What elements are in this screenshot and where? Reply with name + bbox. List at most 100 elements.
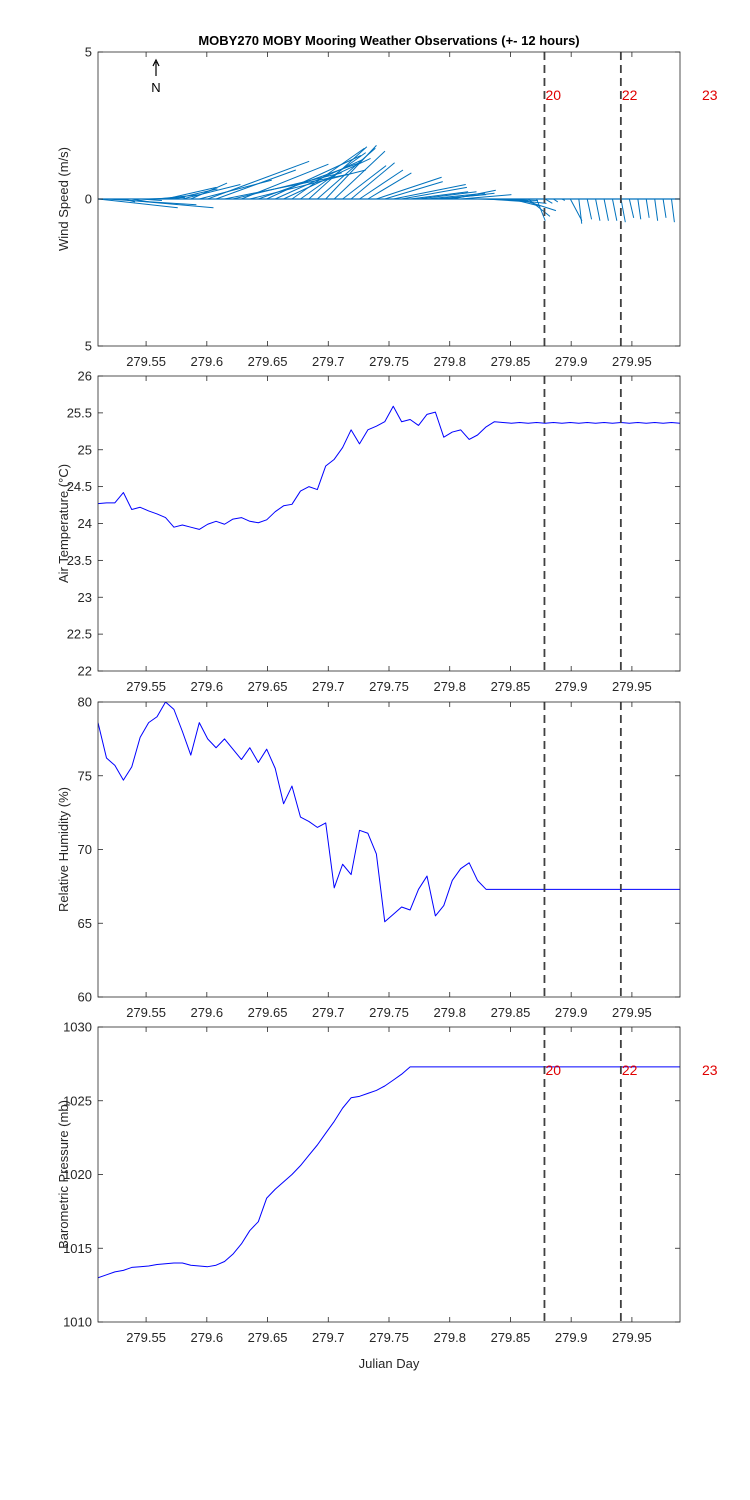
x-tick-label: 279.55 [126, 679, 166, 694]
x-tick-label: 279.9 [555, 354, 588, 369]
wind-vector [156, 194, 201, 200]
x-tick-label: 279.85 [491, 354, 531, 369]
x-tick-label: 279.55 [126, 1005, 166, 1020]
series-line [98, 1066, 680, 1279]
wind-vector [418, 191, 477, 200]
x-tick-label: 279.65 [248, 1330, 288, 1345]
wind-vector [114, 198, 214, 209]
wind-vector [502, 198, 547, 204]
plot-content [98, 1066, 680, 1279]
wind-vector [536, 198, 546, 221]
y-axis-label: Barometric Pressure (mb) [56, 1100, 71, 1249]
day-marker-label: 23 [702, 87, 718, 103]
y-tick-label: 1025 [63, 1093, 92, 1108]
wind-vector [376, 176, 442, 200]
wind-vector [544, 198, 553, 204]
wind-vector [300, 152, 367, 200]
x-tick-label: 279.65 [248, 679, 288, 694]
x-tick-label: 279.6 [191, 1330, 224, 1345]
wind-vector [359, 169, 404, 200]
wind-vector [165, 186, 217, 200]
wind-vector [679, 199, 680, 203]
y-tick-label: 1030 [63, 1020, 92, 1035]
day-marker-label: 22 [622, 87, 638, 103]
wind-vector [519, 198, 557, 212]
y-tick-label: 23.5 [67, 553, 92, 568]
wind-vector [628, 198, 635, 218]
wind-vector [527, 198, 551, 217]
wind-vector [207, 160, 310, 200]
y-tick-label: 65 [78, 916, 92, 931]
x-tick-label: 279.7 [312, 1330, 345, 1345]
x-tick-label: 279.7 [312, 1005, 345, 1020]
x-tick-label: 279.85 [491, 1330, 531, 1345]
x-tick-label: 279.6 [191, 679, 224, 694]
y-axis-label: Wind Speed (m/s) [56, 147, 71, 251]
y-tick-label: 5 [85, 339, 92, 354]
wind-vector [308, 146, 368, 200]
wind-vector [266, 155, 362, 200]
wind-vector [274, 159, 363, 200]
plot-area [98, 1027, 680, 1322]
x-tick-label: 279.7 [312, 679, 345, 694]
x-tick-label: 279.55 [126, 354, 166, 369]
y-tick-label: 70 [78, 842, 92, 857]
plot-content [98, 405, 680, 530]
wind-vector [401, 186, 467, 200]
x-tick-label: 279.95 [612, 679, 652, 694]
x-tick-label: 279.65 [248, 354, 288, 369]
wind-vector [98, 198, 178, 209]
x-axis-label: Julian Day [359, 1356, 420, 1371]
wind-vector [452, 189, 496, 200]
x-tick-label: 279.65 [248, 1005, 288, 1020]
plot-area [98, 702, 680, 997]
x-tick-label: 279.85 [491, 1005, 531, 1020]
y-tick-label: 23 [78, 590, 92, 605]
series-line [98, 405, 680, 530]
x-tick-label: 279.75 [369, 679, 409, 694]
x-tick-label: 279.8 [433, 1330, 466, 1345]
wind-vector [410, 191, 469, 200]
wind-vector [611, 198, 618, 221]
wind-vector [460, 194, 512, 200]
wind-vector [291, 147, 365, 200]
y-tick-label: 24.5 [67, 479, 92, 494]
x-tick-label: 279.95 [612, 354, 652, 369]
y-tick-label: 0 [85, 192, 92, 207]
x-tick-label: 279.8 [433, 679, 466, 694]
y-tick-label: 1020 [63, 1167, 92, 1182]
wind-vector [393, 184, 466, 200]
x-tick-label: 279.55 [126, 1330, 166, 1345]
wind-vector [367, 172, 412, 200]
x-tick-label: 279.95 [612, 1005, 652, 1020]
panel-airtemp: 279.55 279.6 279.65 279.7 279.75 279.8 279.85 2… [56, 369, 681, 694]
day-marker-label: 20 [545, 87, 561, 103]
x-tick-label: 279.8 [433, 354, 466, 369]
plot-area [98, 376, 680, 671]
x-tick-label: 279.75 [369, 354, 409, 369]
wind-vector [350, 162, 395, 200]
wind-vector [190, 182, 228, 200]
y-tick-label: 26 [78, 369, 92, 384]
wind-vector [182, 184, 241, 200]
figure-title: MOBY270 MOBY Mooring Weather Observation… [198, 33, 579, 48]
panel-wind: 279.55 279.6 279.65 279.7 279.75 279.8 279.85 2… [56, 45, 718, 370]
wind-vector [586, 198, 593, 220]
panel-pressure: 279.55 279.6 279.65 279.7 279.75 279.8 279.85 2… [56, 1020, 718, 1346]
y-tick-label: 5 [85, 45, 92, 60]
panels: 279.55 279.6 279.65 279.7 279.75 279.8 279.85 2… [56, 45, 718, 1346]
x-tick-label: 279.75 [369, 1005, 409, 1020]
north-label: N [151, 80, 160, 95]
x-tick-label: 279.8 [433, 1005, 466, 1020]
wind-vector [384, 181, 443, 200]
panel-humidity: 279.55 279.6 279.65 279.7 279.75 279.8 279.85 2… [56, 695, 681, 1020]
day-marker-label: 22 [622, 1062, 638, 1078]
y-tick-label: 25.5 [67, 405, 92, 420]
x-tick-label: 279.6 [191, 1005, 224, 1020]
wind-vector [215, 169, 296, 200]
plot-content [98, 702, 680, 923]
y-axis-label: Air Temperature (°C) [56, 464, 71, 583]
day-marker-label: 20 [545, 1062, 561, 1078]
wind-vector [333, 150, 386, 200]
